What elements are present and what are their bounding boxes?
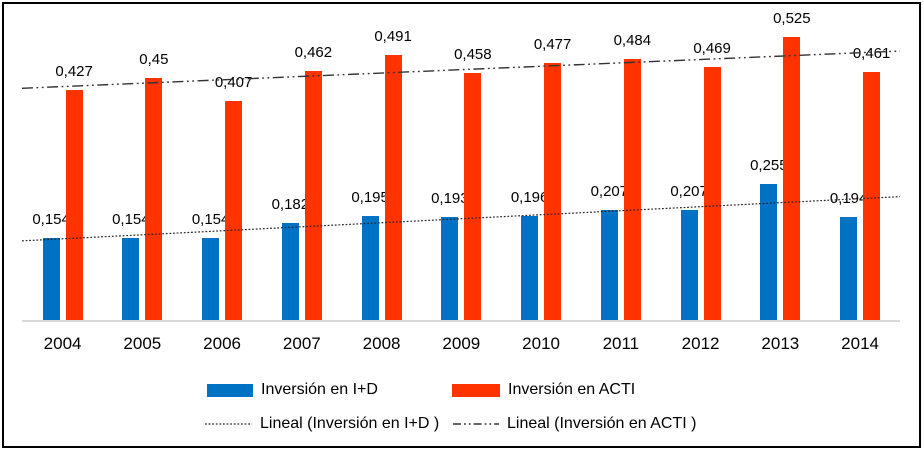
bar-acti-2010 xyxy=(544,62,562,322)
x-tick-2007: 2007 xyxy=(282,334,321,353)
x-tick-2011: 2011 xyxy=(602,334,640,353)
legend-label-inversion-id: Inversión en I+D xyxy=(261,381,378,398)
bar-acti-2012 xyxy=(703,67,721,322)
bar-acti-2011 xyxy=(623,59,641,322)
legend-label-inversion-acti: Inversión en ACTI xyxy=(508,381,636,398)
x-tick-2012: 2012 xyxy=(681,334,720,353)
x-tick-2014: 2014 xyxy=(841,334,879,353)
bar-acti-2013 xyxy=(783,36,801,322)
data-label-acti-2011: 0,484 xyxy=(613,32,652,50)
data-label-acti-2010: 0,477 xyxy=(533,35,572,53)
bar-id-2004 xyxy=(42,238,60,322)
bar-id-2014 xyxy=(840,216,858,322)
legend-item-inversion-acti: Inversión en ACTI xyxy=(452,381,635,399)
legend-item-lineal-acti: Lineal (Inversión en ACTI ) xyxy=(453,415,696,433)
x-tick-2006: 2006 xyxy=(203,334,241,353)
legend-label-lineal-acti: Lineal (Inversión en ACTI ) xyxy=(507,415,697,432)
bar-id-2010 xyxy=(521,215,539,322)
legend-item-lineal-id: Lineal (Inversión en I+D ) xyxy=(205,415,439,433)
data-label-id-2012: 0,207 xyxy=(670,182,708,200)
legend-swatch-inversion-id xyxy=(207,383,253,397)
data-label-id-2013: 0,255 xyxy=(750,156,788,174)
x-tick-2010: 2010 xyxy=(522,334,560,353)
legend-dashdot-line-icon xyxy=(453,423,499,425)
bar-id-2005 xyxy=(122,238,140,322)
legend-item-inversion-id: Inversión en I+D xyxy=(207,381,378,399)
x-axis-line xyxy=(22,320,900,322)
data-label-id-2011: 0,207 xyxy=(590,182,629,200)
x-tick-2008: 2008 xyxy=(362,334,401,353)
bar-id-2008 xyxy=(361,216,379,322)
legend-label-lineal-id: Lineal (Inversión en I+D ) xyxy=(260,415,440,432)
data-label-acti-2013: 0,525 xyxy=(773,9,811,27)
x-tick-2004: 2004 xyxy=(43,334,82,353)
x-tick-2005: 2005 xyxy=(123,334,162,353)
legend-dotted-line-icon xyxy=(205,423,252,425)
x-tick-2013: 2013 xyxy=(761,334,800,353)
data-label-acti-2008: 0,491 xyxy=(374,28,412,46)
bar-acti-2008 xyxy=(384,55,402,322)
bar-id-2007 xyxy=(281,223,299,322)
bar-id-2006 xyxy=(202,238,220,322)
legend-swatch-inversion-acti xyxy=(452,383,500,397)
bar-id-2009 xyxy=(441,217,459,322)
x-tick-2009: 2009 xyxy=(442,334,481,353)
